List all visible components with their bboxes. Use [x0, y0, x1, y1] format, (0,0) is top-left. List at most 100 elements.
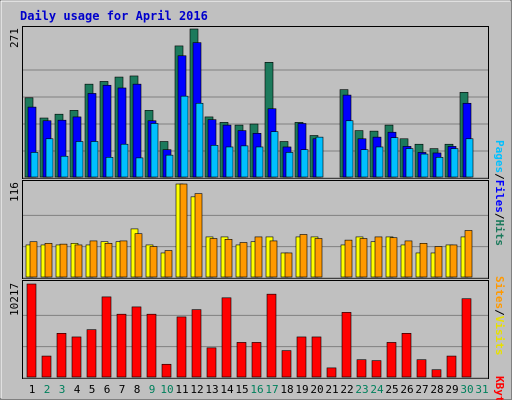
kbytes-bar — [116, 313, 127, 378]
x-tick-label: 9 — [149, 383, 156, 396]
pages-bar — [285, 152, 294, 178]
chart-title: Daily usage for April 2016 — [20, 9, 208, 23]
x-tick-label: 30 — [460, 383, 473, 396]
x-tick-label: 6 — [104, 383, 111, 396]
pages-bar — [195, 102, 204, 178]
pages-bar — [345, 120, 354, 178]
kbytes-bar — [356, 359, 367, 378]
pages-bar — [90, 141, 99, 178]
sites-bar — [209, 238, 218, 278]
pages-bar — [375, 146, 384, 178]
visits-legend: Sites/Visits — [493, 276, 506, 356]
kbytes-bar — [386, 342, 397, 378]
kbytes-bar — [41, 355, 52, 378]
sites-bar — [89, 240, 98, 278]
bars — [24, 28, 474, 378]
x-tick-label: 14 — [220, 383, 234, 396]
kbytes-bar — [131, 306, 142, 378]
hits-ymax-label: 271 — [8, 28, 21, 48]
kbytes-bar — [446, 355, 457, 378]
sites-bar — [284, 252, 293, 278]
x-tick-label: 7 — [119, 383, 126, 396]
pages-bar — [30, 152, 39, 178]
kbytes-bar — [266, 293, 277, 378]
x-tick-label: 1 — [29, 383, 36, 396]
kbytes-bar — [206, 347, 217, 378]
kbytes-bar — [221, 297, 232, 378]
sites-bar — [419, 243, 428, 278]
x-tick-label: 29 — [445, 383, 458, 396]
sites-bar — [374, 236, 383, 278]
visits-ymax-label: 116 — [8, 182, 21, 202]
kbytes-bar — [461, 298, 472, 378]
x-tick-label: 10 — [160, 383, 173, 396]
kbytes-bar — [251, 342, 262, 378]
sites-bar — [449, 244, 458, 278]
sites-bar — [44, 243, 53, 278]
sites-bar — [299, 234, 308, 278]
x-tick-label: 17 — [265, 383, 278, 396]
pages-bar — [240, 145, 249, 178]
sites-bar — [269, 240, 278, 278]
kbytes-bar — [326, 367, 337, 378]
kbytes-bar — [311, 336, 322, 378]
kbytes-bar — [236, 342, 247, 378]
legend-sep: / — [493, 213, 506, 220]
x-tick-label: 18 — [280, 383, 293, 396]
kbytes-ymax-label: 10217 — [8, 283, 21, 316]
x-tick-label: 19 — [295, 383, 308, 396]
pages-bar — [210, 145, 219, 178]
kbytes-bar — [341, 312, 352, 378]
x-tick-label: 27 — [415, 383, 428, 396]
pages-bar — [135, 157, 144, 178]
sites-bar — [29, 241, 38, 278]
x-tick-label: 3 — [59, 383, 66, 396]
pages-bar — [105, 157, 114, 178]
x-tick-label: 13 — [205, 383, 218, 396]
sites-bar — [389, 237, 398, 278]
pages-bar — [405, 148, 414, 178]
kbytes-bar — [416, 359, 427, 378]
kbytes-bar — [146, 313, 157, 378]
x-tick-label: 22 — [340, 383, 353, 396]
pages-bar — [315, 136, 324, 178]
x-tick-label: 15 — [235, 383, 248, 396]
kbytes-legend: KBytes — [493, 376, 506, 400]
sites-bar — [344, 239, 353, 278]
kbytes-bar — [281, 350, 292, 378]
x-axis-labels: 1 2 3 4 5 6 7 8 9 10 11 12 13 14 15 16 17 18 19 20 21 22 23 24 2… — [29, 383, 489, 396]
kbytes-bar — [371, 360, 382, 378]
sites-bar — [434, 246, 443, 278]
kbytes-bar — [26, 283, 37, 378]
sites-bar — [164, 250, 173, 278]
x-tick-label: 28 — [430, 383, 443, 396]
sites-bar — [149, 246, 158, 278]
pages-bar — [360, 149, 369, 178]
legend-kbytes: KBytes — [493, 376, 506, 400]
legend-sep: / — [493, 309, 506, 316]
pages-bar — [150, 123, 159, 178]
legend-pages: Pages — [493, 140, 506, 173]
kbytes-bar — [176, 316, 187, 378]
x-tick-label: 20 — [310, 383, 323, 396]
sites-bar — [119, 240, 128, 278]
sites-bar — [134, 233, 143, 278]
legend-visits: Visits — [493, 316, 506, 356]
kbytes-bar — [71, 336, 82, 378]
pages-bar — [450, 148, 459, 178]
x-tick-label: 8 — [134, 383, 141, 396]
sites-bar — [314, 238, 323, 278]
sites-bar — [464, 230, 473, 278]
pages-bar — [390, 137, 399, 178]
x-tick-label: 12 — [190, 383, 203, 396]
kbytes-bar — [86, 329, 97, 378]
kbytes-bar — [191, 309, 202, 378]
pages-bar — [45, 138, 54, 178]
pages-bar — [60, 155, 69, 178]
x-tick-label: 31 — [475, 383, 488, 396]
pages-bar — [435, 157, 444, 178]
pages-bar — [165, 154, 174, 178]
sites-bar — [224, 239, 233, 278]
sites-bar — [239, 242, 248, 278]
sites-bar — [404, 240, 413, 278]
